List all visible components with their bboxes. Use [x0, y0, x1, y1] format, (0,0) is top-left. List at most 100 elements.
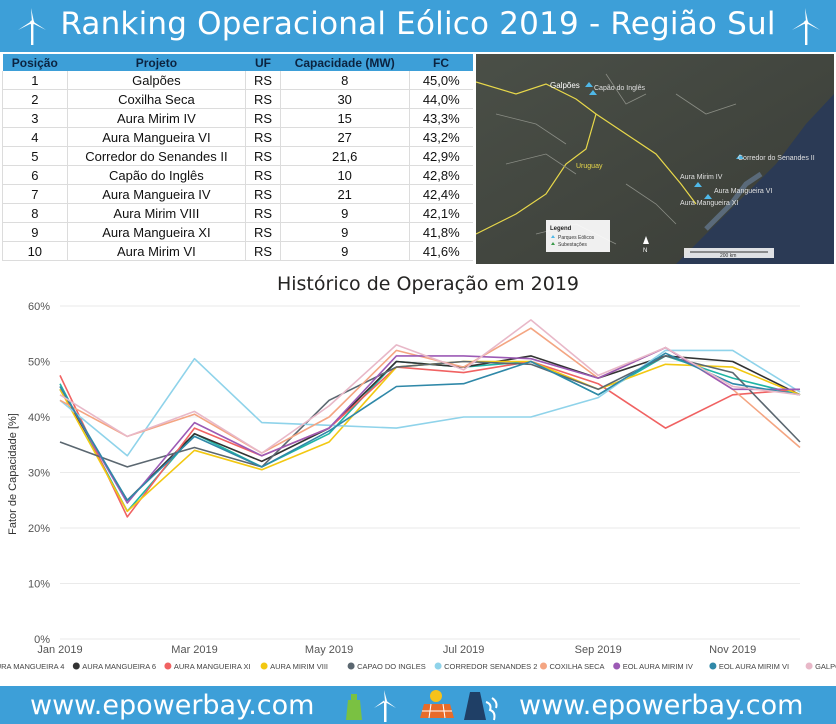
cell-position: 8 — [2, 203, 68, 223]
table-row: 7 Aura Mangueira IV RS 21 42,4% — [2, 184, 473, 204]
series-line — [59, 360, 801, 513]
x-axis-ticks: Jan 2019 Mar 2019 May 2019 Jul 2019 Sep 2019… — [37, 644, 756, 656]
y-tick-label: 20% — [28, 523, 50, 535]
cell-project: Aura Mangueira VI — [66, 127, 246, 147]
chart-panel: Histórico de Operação em 2019 Fator de C… — [0, 266, 836, 686]
ocean-area — [676, 94, 834, 264]
wind-park-marker — [704, 194, 712, 199]
cell-state: RS — [245, 222, 281, 242]
cell-capacity-factor: 43,3% — [408, 108, 473, 128]
region-border-lines — [495, 73, 737, 245]
legend-label: EOL AURA MIRIM IV — [623, 662, 693, 671]
series-line — [59, 346, 800, 504]
map-label-capao: Capão do Inglês — [594, 85, 645, 92]
legend-label: AURA MIRIM VIII — [270, 662, 328, 671]
y-tick-label: 30% — [28, 468, 50, 480]
map-scale-bar: 200 km — [684, 248, 774, 259]
table-row: 8 Aura Mirim VIII RS 9 42,1% — [2, 203, 473, 223]
cell-state: RS — [245, 241, 281, 261]
legend-marker — [164, 662, 172, 670]
legend-marker — [709, 662, 717, 670]
map-canvas: Galpões Capão do Inglês Uruguay Corredor… — [476, 54, 834, 264]
table-row: 3 Aura Mirim IV RS 15 43,3% — [2, 108, 473, 128]
y-tick-label: 0% — [34, 634, 50, 646]
legend-label: CORREDOR SENANDES 2 — [444, 662, 537, 671]
y-axis-label: Fator de Capacidade [%] — [7, 413, 19, 535]
cell-capacity-factor: 42,8% — [408, 165, 473, 185]
energy-icons-group — [346, 690, 498, 722]
cell-capacity-factor: 41,8% — [408, 222, 473, 242]
map-label-galpoes: Galpões — [550, 81, 580, 90]
cell-project: Aura Mirim IV — [66, 108, 246, 128]
x-tick-label: May 2019 — [305, 644, 353, 656]
wind-turbine-icon — [374, 690, 396, 722]
y-tick-label: 10% — [28, 579, 50, 591]
table-row: 10 Aura Mirim VI RS 9 41,6% — [2, 241, 473, 261]
series-line — [59, 349, 801, 457]
cell-state: RS — [245, 184, 281, 204]
cell-capacity: 9 — [279, 222, 410, 242]
legend-label: CAPAO DO INGLES — [357, 662, 426, 671]
cell-project: Aura Mirim VIII — [66, 203, 246, 223]
cell-capacity: 21 — [279, 184, 410, 204]
wind-park-marker — [694, 182, 702, 187]
series-line — [59, 352, 801, 502]
column-header-capacity: Capacidade (MW) — [280, 54, 410, 71]
cell-state: RS — [245, 71, 281, 90]
legend-label: AURA MANGUEIRA XI — [174, 662, 251, 671]
column-header-position: Posição — [2, 54, 68, 71]
chart-series-lines — [59, 319, 801, 518]
table-row: 4 Aura Mangueira VI RS 27 43,2% — [2, 127, 473, 147]
wind-turbine-icon — [18, 8, 46, 45]
hydro-power-icon — [464, 692, 498, 721]
cell-state: RS — [245, 203, 281, 223]
cell-state: RS — [245, 89, 281, 109]
y-tick-label: 50% — [28, 357, 50, 369]
chart-title: Histórico de Operação em 2019 — [277, 273, 579, 295]
website-link[interactable]: www.epowerbay.com — [30, 690, 315, 721]
cell-state: RS — [245, 146, 281, 166]
cell-capacity-factor: 44,0% — [408, 89, 473, 109]
website-link[interactable]: www.epowerbay.com — [519, 690, 804, 721]
map-label-aura-mangueira-vi: Aura Mangueira VI — [714, 188, 772, 195]
cell-capacity: 8 — [279, 71, 410, 90]
wind-park-legend-icon — [551, 235, 555, 238]
cell-position: 3 — [2, 108, 68, 128]
satellite-map: Galpões Capão do Inglês Uruguay Corredor… — [476, 54, 834, 264]
series-line — [59, 360, 801, 518]
cell-capacity: 9 — [279, 241, 410, 261]
cell-project: Coxilha Seca — [66, 89, 246, 109]
table-row: 5 Corredor do Senandes II RS 21,6 42,9% — [2, 146, 473, 166]
page-title: Ranking Operacional Eólico 2019 - Região… — [60, 6, 776, 42]
cell-project: Aura Mangueira XI — [66, 222, 246, 242]
y-tick-label: 40% — [28, 412, 50, 424]
legend-marker — [540, 662, 547, 670]
map-label-uruguay: Uruguay — [576, 163, 603, 170]
table-row: 1 Galpões RS 8 45,0% — [2, 71, 473, 90]
table-row: 6 Capão do Inglês RS 10 42,8% — [2, 165, 473, 185]
legend-label: GALPOES — [815, 662, 836, 671]
legend-label: EOL AURA MIRIM VI — [719, 662, 789, 671]
north-label: N — [643, 248, 647, 254]
wind-turbine-icon — [792, 8, 820, 45]
column-header-state: UF — [245, 54, 281, 71]
cell-capacity-factor: 41,6% — [408, 241, 473, 261]
wind-park-marker — [589, 90, 597, 95]
chart-gridlines — [60, 305, 800, 640]
chart-legend: AURA MANGUEIRA 4 AURA MANGUEIRA 6 AURA MAN… — [0, 662, 836, 671]
bioenergy-icon — [346, 694, 362, 720]
legend-marker — [613, 662, 621, 670]
legend-marker — [260, 662, 268, 670]
cell-position: 5 — [2, 146, 68, 166]
table-header-row: Posição Projeto UF Capacidade (MW) FC — [2, 54, 473, 71]
map-legend: Legend Parques Eólicos Subestações — [546, 220, 610, 252]
solar-panel-icon — [420, 690, 454, 719]
footer-banner: www.epowerbay.com www.epowerbay.com — [0, 686, 836, 724]
y-tick-label: 60% — [28, 301, 50, 313]
cell-capacity: 10 — [279, 165, 410, 185]
legend-label: AURA MANGUEIRA 4 — [0, 662, 64, 671]
cell-capacity-factor: 42,4% — [408, 184, 473, 204]
legend-marker — [72, 662, 80, 670]
map-legend-item: Subestações — [558, 242, 587, 248]
